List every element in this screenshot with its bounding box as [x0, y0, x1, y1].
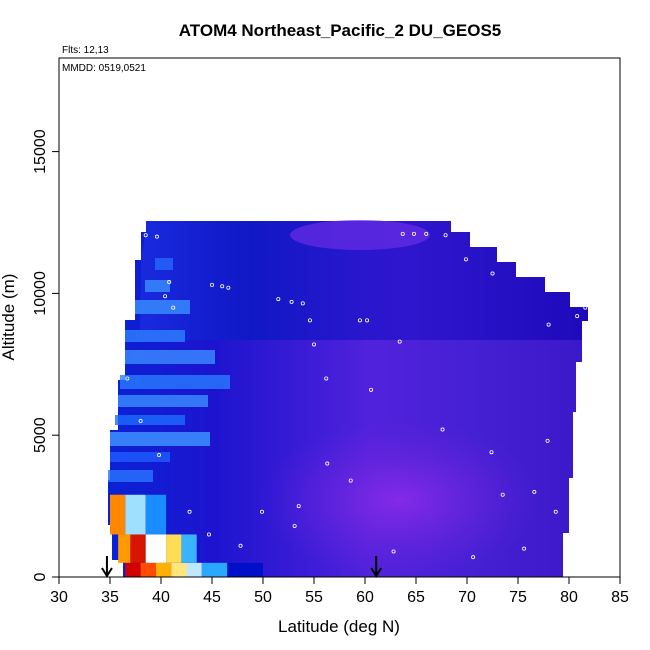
observation-point [307, 318, 312, 323]
observation-point [133, 231, 138, 236]
x-axis: 30 35 40 45 50 55 60 65 70 75 80 85 [50, 576, 629, 606]
purple-region-2 [290, 220, 430, 250]
observation-point [500, 492, 505, 497]
hotspot-cell [155, 562, 172, 577]
x-tick-label: 70 [458, 589, 476, 606]
purple-region [260, 420, 540, 577]
x-tick-label: 65 [407, 589, 425, 606]
observation-point [365, 318, 370, 323]
observation-point [209, 282, 214, 287]
x-tick-label: 40 [152, 589, 170, 606]
observation-point [545, 438, 550, 443]
x-tick-label: 80 [560, 589, 578, 606]
flights-annotation: Flts: 12,13 [62, 45, 109, 56]
observation-point [206, 532, 211, 537]
observation-point [138, 419, 143, 424]
observation-point [143, 233, 148, 238]
x-tick-label: 85 [611, 589, 629, 606]
observation-point [443, 233, 448, 238]
observation-point [490, 271, 495, 276]
hotspot-cell [181, 534, 197, 563]
hotspot-cell [125, 494, 146, 535]
observation-point [522, 546, 527, 551]
observation-point [220, 284, 225, 289]
x-tick-label: 55 [305, 589, 323, 606]
observation-point [324, 376, 329, 381]
y-tick-label: 5000 [32, 417, 49, 453]
dates-annotation: MMDD: 0519,0521 [62, 63, 146, 74]
hotspot-cell [186, 562, 202, 577]
observation-point [187, 509, 192, 514]
hotspot-cell [145, 494, 167, 535]
x-tick-label: 35 [101, 589, 119, 606]
observation-points [125, 231, 588, 560]
observation-point [583, 305, 588, 310]
x-tick-label: 60 [356, 589, 374, 606]
x-tick-label: 30 [50, 589, 68, 606]
hotspot-cell [130, 534, 146, 563]
hotspot-cell [145, 534, 167, 563]
observation-point [276, 297, 281, 302]
observation-point [391, 549, 396, 554]
observation-point [167, 280, 172, 285]
x-tick-label: 45 [203, 589, 221, 606]
light-blue-streaks [108, 258, 230, 482]
dust-hotspots [110, 494, 263, 577]
upper-blue-band [140, 221, 588, 340]
down-arrow [101, 556, 113, 578]
observation-point [259, 509, 264, 514]
x-axis-label: Latitude (deg N) [278, 617, 400, 636]
hotspot-cell [125, 562, 141, 577]
observation-point [489, 450, 494, 455]
hotspot-cell [166, 534, 182, 563]
y-axis-label: Altitude (m) [0, 274, 18, 361]
observation-point [325, 461, 330, 466]
arrow-head [101, 567, 113, 578]
hotspot-cell [140, 562, 156, 577]
observation-point [156, 453, 161, 458]
down-arrow [370, 556, 383, 578]
observation-point [369, 387, 374, 392]
x-tick-label: 50 [254, 589, 272, 606]
observation-point [400, 231, 405, 236]
y-tick-label: 10000 [32, 271, 49, 316]
observation-point [238, 543, 243, 548]
observation-point [397, 339, 402, 344]
observation-point [296, 504, 301, 509]
hotspot-cell [171, 562, 187, 577]
observation-point [311, 342, 316, 347]
y-tick-label: 15000 [32, 129, 49, 174]
observation-point [424, 231, 429, 236]
flight-arrows [101, 556, 383, 578]
observation-point [154, 234, 159, 239]
observation-point [348, 478, 353, 483]
observation-point [411, 231, 416, 236]
observation-point [125, 376, 130, 381]
observation-point [289, 299, 294, 304]
chart-title: ATOM4 Northeast_Pacific_2 DU_GEOS5 [179, 21, 502, 40]
observation-point [532, 489, 537, 494]
y-axis: 0 5000 10000 15000 [32, 129, 60, 581]
observation-point [553, 509, 558, 514]
observation-point [292, 523, 297, 528]
hotspot-cell [118, 534, 131, 563]
hotspot-cell [201, 562, 228, 577]
observation-point [440, 427, 445, 432]
observation-point [171, 305, 176, 310]
observation-point [463, 257, 468, 262]
observation-point [575, 314, 580, 319]
hotspot-cell [110, 494, 126, 535]
observation-point [163, 294, 168, 299]
observation-point [357, 318, 362, 323]
plot-area: MMDD: 0519,0521 [58, 57, 621, 578]
observation-point [546, 322, 551, 327]
x-tick-label: 75 [509, 589, 527, 606]
observation-point [471, 555, 476, 560]
arrow-head [370, 567, 383, 578]
hotspot-cell [227, 562, 263, 577]
observation-point [300, 301, 305, 306]
observation-point [226, 285, 231, 290]
y-tick-label: 0 [32, 572, 49, 581]
